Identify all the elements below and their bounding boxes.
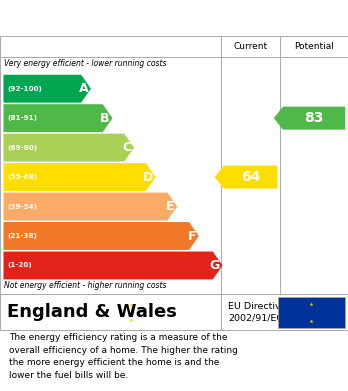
Text: Very energy efficient - lower running costs: Very energy efficient - lower running co… [4,59,167,68]
Text: (21-38): (21-38) [8,233,38,239]
Bar [278,297,345,328]
Text: Energy Efficiency Rating: Energy Efficiency Rating [10,11,213,26]
Text: Potential: Potential [294,42,334,51]
Text: (39-54): (39-54) [8,204,38,210]
Text: B: B [100,112,110,125]
Polygon shape [3,193,177,221]
Text: England & Wales: England & Wales [7,303,177,321]
Text: F: F [188,230,196,242]
Polygon shape [215,166,277,188]
Text: (1-20): (1-20) [8,262,32,269]
Text: (55-68): (55-68) [8,174,38,180]
Text: EU Directive
2002/91/EC: EU Directive 2002/91/EC [228,302,286,323]
Text: 83: 83 [304,111,324,125]
Text: D: D [143,170,153,184]
Polygon shape [3,134,134,161]
Text: A: A [79,82,88,95]
Polygon shape [274,107,345,130]
Text: (69-80): (69-80) [8,145,38,151]
Text: G: G [209,259,220,272]
Polygon shape [3,104,112,132]
Polygon shape [3,222,199,250]
Text: Not energy efficient - higher running costs: Not energy efficient - higher running co… [4,281,167,290]
Polygon shape [3,163,156,191]
Text: C: C [122,141,131,154]
Text: 64: 64 [241,170,260,184]
Polygon shape [3,251,222,280]
Text: (92-100): (92-100) [8,86,42,92]
Text: The energy efficiency rating is a measure of the
overall efficiency of a home. T: The energy efficiency rating is a measur… [9,334,238,380]
Text: E: E [166,200,174,213]
Polygon shape [3,75,91,103]
Text: (81-91): (81-91) [8,115,38,121]
Text: Current: Current [234,42,268,51]
